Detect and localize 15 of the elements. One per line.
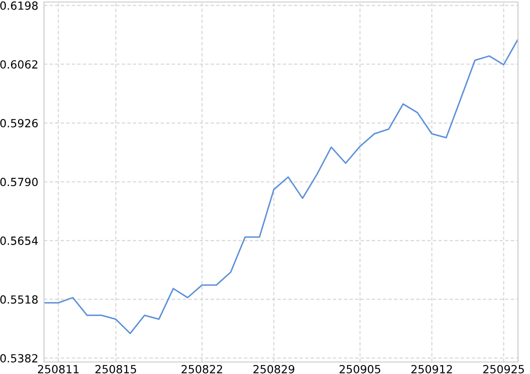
x-tick-label: 250811 (38, 364, 79, 374)
x-tick-label: 250912 (411, 364, 452, 374)
x-tick-label: 250829 (253, 364, 294, 374)
y-tick-label: 0.5518 (0, 295, 38, 304)
x-tick-label: 250822 (182, 364, 222, 374)
y-tick-label: 0.5382 (0, 354, 38, 362)
y-tick-label: 0.5790 (0, 178, 38, 186)
x-tick-label: 250925 (483, 364, 524, 374)
y-tick-label: 0.5926 (0, 118, 38, 128)
line-series (44, 38, 518, 334)
y-tick-label: 0.6198 (0, 1, 38, 10)
x-tick-label: 250815 (95, 364, 136, 374)
x-tick-label: 250905 (340, 364, 380, 374)
y-tick-label: 0.6062 (0, 60, 38, 69)
y-tick-label: 0.5654 (0, 236, 38, 245)
